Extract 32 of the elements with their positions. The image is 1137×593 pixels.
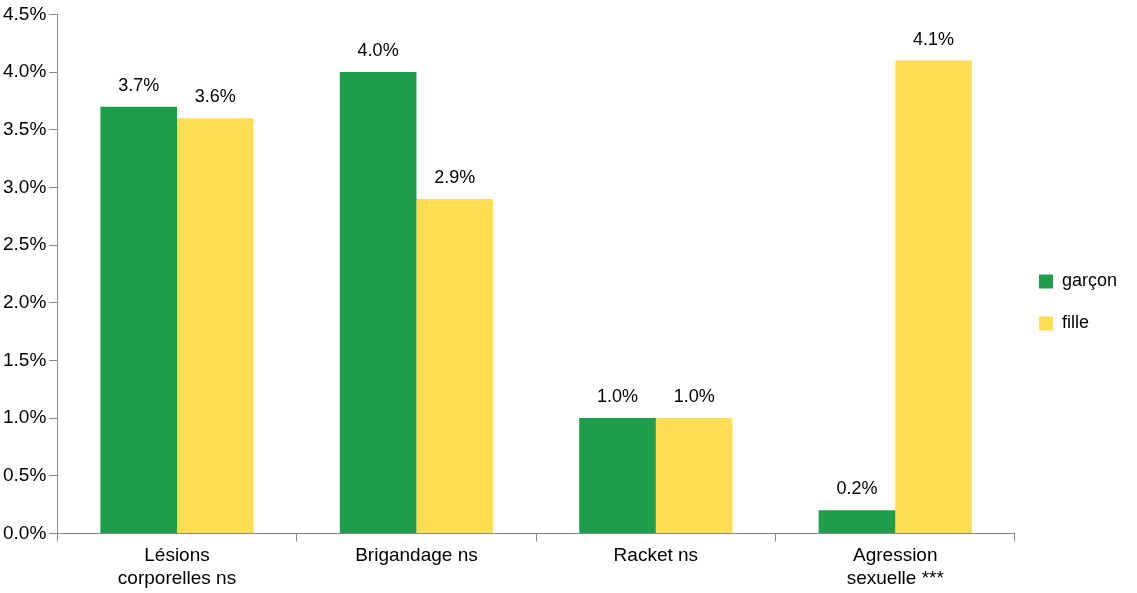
data-label: 0.2% bbox=[836, 478, 878, 499]
bar bbox=[339, 72, 417, 533]
bar bbox=[818, 510, 896, 533]
bar bbox=[100, 106, 178, 533]
y-tick-label: 4.0% bbox=[2, 60, 47, 82]
x-tick-label: Agression sexuelle *** bbox=[846, 544, 945, 588]
x-tick-label: Lésions corporelles ns bbox=[117, 544, 237, 588]
bar bbox=[416, 198, 494, 533]
bar bbox=[579, 418, 656, 533]
x-tick-label: Brigandage ns bbox=[355, 544, 478, 566]
data-label: 4.1% bbox=[913, 28, 955, 49]
y-tick-label: 0.0% bbox=[2, 521, 47, 543]
bar bbox=[177, 118, 254, 533]
data-label: 1.0% bbox=[673, 386, 715, 407]
y-tick-label: 3.5% bbox=[2, 117, 47, 139]
y-tick-label: 2.5% bbox=[2, 233, 47, 255]
y-tick-label: 3.0% bbox=[2, 175, 47, 197]
y-tick-label: 4.5% bbox=[2, 2, 47, 24]
y-tick-label: 0.5% bbox=[2, 463, 47, 485]
data-label: 4.0% bbox=[357, 40, 399, 61]
legend-label: garçon bbox=[1061, 270, 1118, 291]
bar bbox=[895, 60, 972, 533]
data-label: 3.6% bbox=[194, 86, 236, 107]
data-label: 2.9% bbox=[434, 166, 476, 187]
x-tick-label: Racket ns bbox=[613, 544, 699, 566]
y-tick-label: 1.5% bbox=[2, 348, 47, 370]
data-label: 1.0% bbox=[597, 386, 639, 407]
y-tick-label: 2.0% bbox=[2, 290, 47, 312]
y-tick-label: 1.0% bbox=[2, 406, 47, 428]
data-label: 3.7% bbox=[118, 74, 160, 95]
bar bbox=[655, 418, 733, 533]
legend-label: fille bbox=[1061, 312, 1089, 333]
